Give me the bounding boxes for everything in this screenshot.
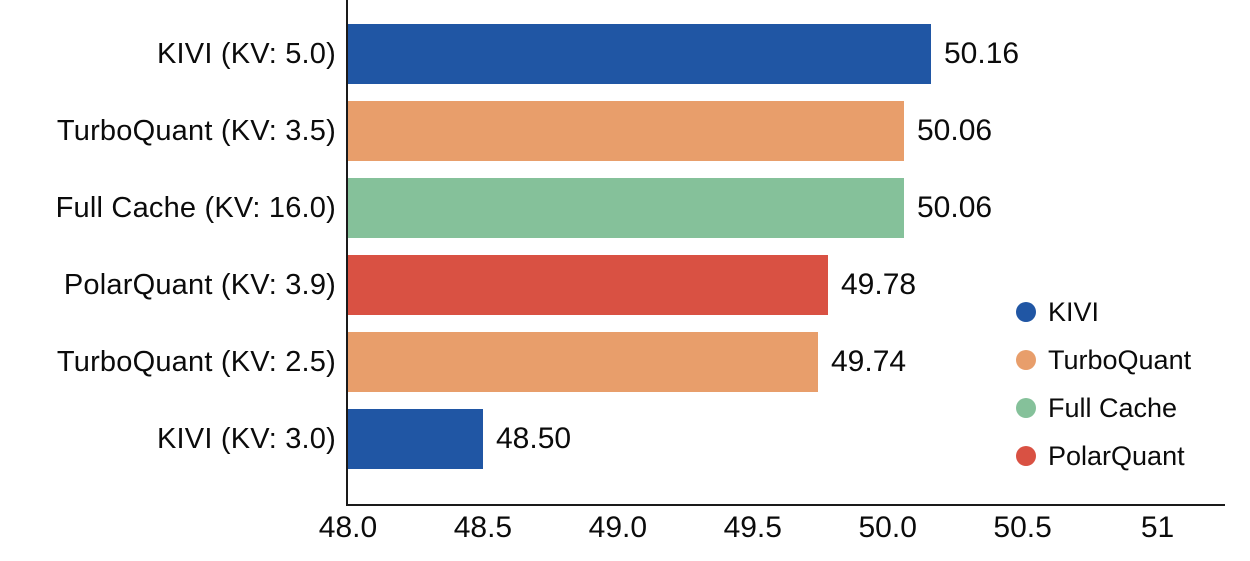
legend-dot-icon <box>1016 302 1036 322</box>
x-tick-label: 50.0 <box>858 511 917 544</box>
value-label: 50.16 <box>944 36 1020 70</box>
y-axis-line <box>346 0 348 506</box>
category-label: PolarQuant (KV: 3.9) <box>63 268 336 301</box>
category-label: KIVI (KV: 3.0) <box>156 422 336 455</box>
legend-label: TurboQuant <box>1048 344 1192 375</box>
x-tick-label: 48.0 <box>318 511 378 544</box>
x-tick-label: 48.5 <box>453 511 513 544</box>
value-label: 50.06 <box>917 190 993 224</box>
category-label: KIVI (KV: 5.0) <box>156 37 336 70</box>
x-tick-label: 49.5 <box>723 511 782 544</box>
legend-label: KIVI <box>1048 296 1100 327</box>
bar-turboquant-kv-2.5- <box>348 331 818 392</box>
legend-dot-icon <box>1016 350 1036 370</box>
legend: KIVI TurboQuant Full Cache PolarQuant <box>1016 288 1191 480</box>
category-label: TurboQuant (KV: 3.5) <box>56 114 336 147</box>
bar-kivi-kv-3.0- <box>348 408 483 469</box>
x-axis-line <box>346 504 1225 506</box>
x-tick-label: 50.5 <box>993 511 1052 544</box>
legend-item-polarquant: PolarQuant <box>1016 432 1191 480</box>
bar-polarquant-kv-3.9- <box>348 254 828 315</box>
value-label: 49.74 <box>831 344 907 378</box>
legend-label: Full Cache <box>1048 392 1178 423</box>
legend-item-full-cache: Full Cache <box>1016 384 1191 432</box>
legend-label: PolarQuant <box>1048 440 1185 471</box>
bar-full-cache-kv-16.0- <box>348 177 904 238</box>
bar-kivi-kv-5.0- <box>348 23 931 84</box>
legend-dot-icon <box>1016 398 1036 418</box>
value-label: 50.06 <box>917 113 993 147</box>
value-label: 48.50 <box>496 421 572 455</box>
category-label: Full Cache (KV: 16.0) <box>55 191 336 224</box>
bar-turboquant-kv-3.5- <box>348 100 904 161</box>
value-label: 49.78 <box>841 267 917 301</box>
category-label: TurboQuant (KV: 2.5) <box>56 345 336 378</box>
x-tick-label: 49.0 <box>588 511 648 544</box>
legend-dot-icon <box>1016 446 1036 466</box>
x-tick-label: 51 <box>1140 511 1175 544</box>
legend-item-turboquant: TurboQuant <box>1016 336 1191 384</box>
legend-item-kivi: KIVI <box>1016 288 1191 336</box>
